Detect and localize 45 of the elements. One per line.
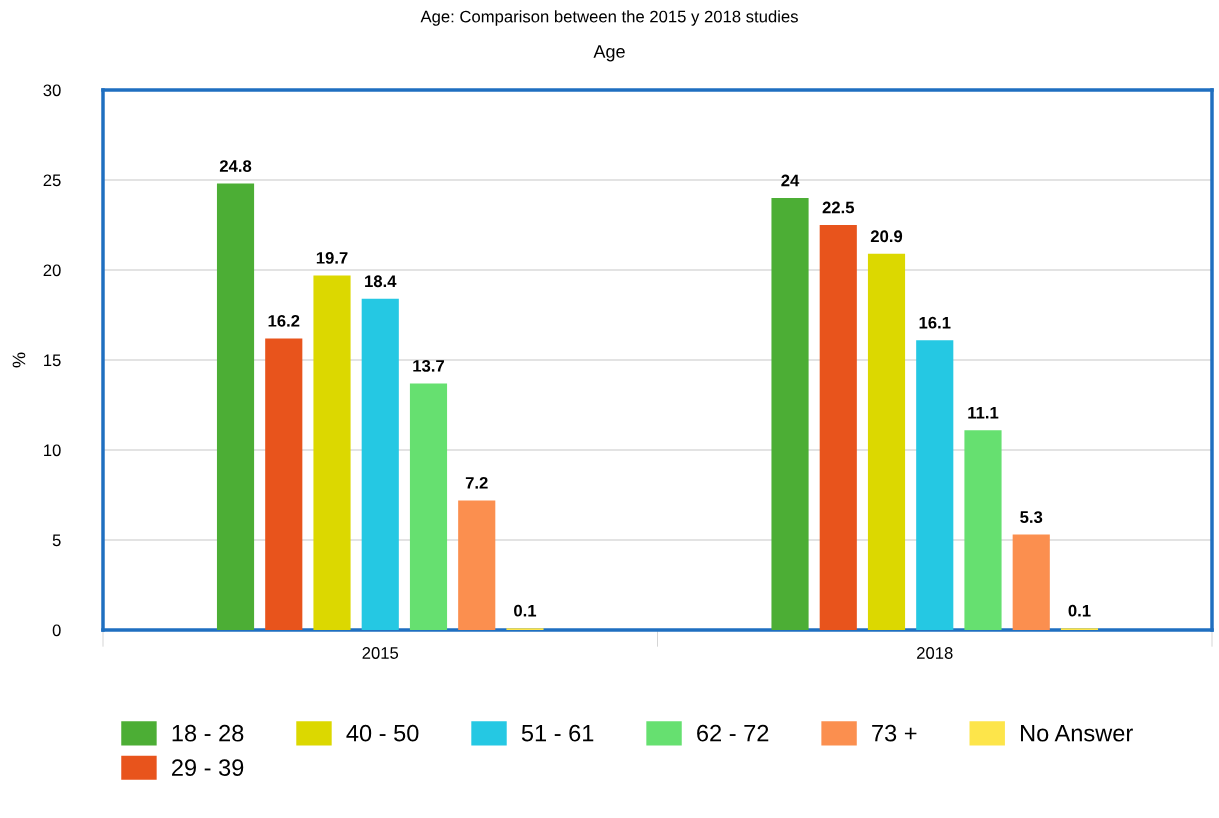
y-tick-label: 20: [43, 264, 61, 277]
bar: [819, 225, 857, 630]
y-tick-label: 5: [52, 534, 61, 547]
data-label: 0.1: [1068, 604, 1091, 617]
data-label: 19.7: [316, 251, 348, 264]
bar: [964, 430, 1002, 630]
bar: [216, 183, 255, 630]
x-tick-label: 2015: [362, 647, 399, 659]
bar: [771, 198, 809, 630]
data-label: 7.2: [465, 476, 488, 489]
data-label: 20.9: [870, 230, 903, 243]
data-label: 24.8: [219, 160, 252, 172]
legend-label: 29 - 39: [172, 759, 244, 776]
data-label: 16.2: [268, 314, 300, 327]
data-label: 16.1: [919, 316, 951, 329]
data-label: 22.5: [822, 201, 855, 214]
bar: [313, 275, 351, 630]
data-label: 18.4: [365, 275, 397, 288]
y-tick-label: 0: [52, 624, 61, 637]
y-tick-label: 30: [43, 84, 61, 97]
legend-label: 73 +: [872, 724, 917, 742]
bar: [1012, 534, 1050, 630]
bar: [458, 500, 496, 630]
x-tick-label: 2018: [917, 647, 953, 659]
bar: [409, 383, 448, 630]
y-tick-label: 25: [43, 174, 61, 187]
bar: [916, 340, 954, 630]
data-label: 11.1: [968, 406, 999, 419]
bar: [361, 298, 399, 630]
legend-label: 51 - 61: [521, 724, 594, 742]
legend-label: 18 - 28: [172, 724, 244, 742]
chart-title: Age: Comparison between the 2015 y 2018 studies: [420, 10, 798, 26]
legend-label: No Answer: [1021, 725, 1133, 742]
data-label: 5.3: [1020, 511, 1043, 523]
bar: [265, 338, 303, 630]
y-axis-title: %: [12, 352, 26, 368]
y-tick-label: 15: [44, 354, 61, 367]
data-label: 0.1: [514, 604, 537, 617]
bar: [867, 253, 906, 630]
data-label: 24: [781, 174, 800, 187]
legend-label: 40 - 50: [346, 724, 419, 742]
y-tick-label: 10: [44, 444, 61, 457]
legend-label: 62 - 72: [697, 724, 769, 742]
data-label: 13.7: [413, 359, 444, 372]
chart-subtitle: Age: [593, 45, 625, 62]
